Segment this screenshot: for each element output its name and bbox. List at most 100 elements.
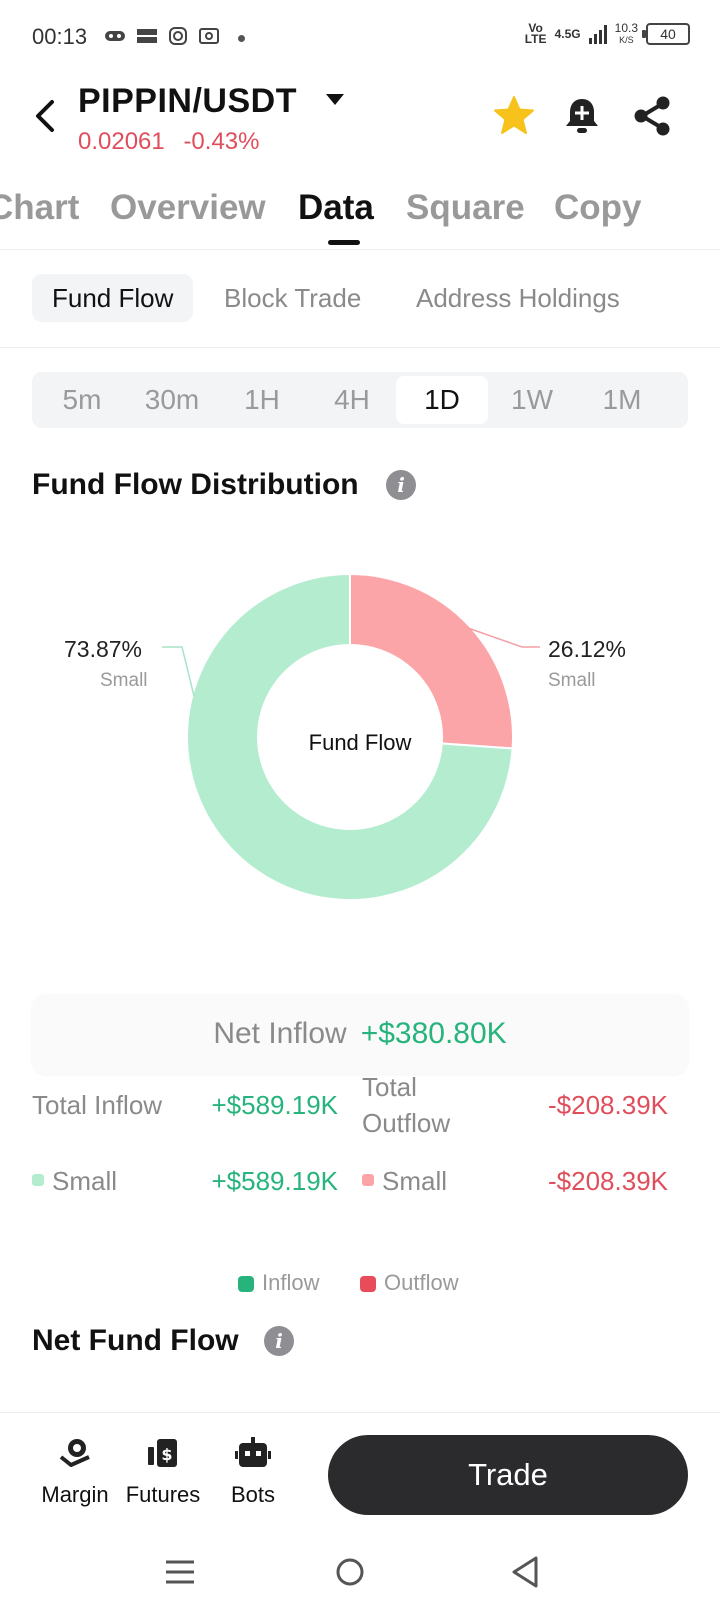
data-subtabs: Fund Flow Block Trade Address Holdings <box>0 274 720 348</box>
small-outflow-label: Small <box>382 1166 448 1196</box>
total-outflow-value: -$208.39K <box>548 1090 668 1120</box>
price-alert-bell-icon[interactable] <box>560 94 604 138</box>
donut-center-label: Fund Flow <box>308 730 412 755</box>
total-outflow-label-line2: Outflow <box>362 1108 451 1138</box>
margin-button[interactable]: Margin <box>30 1435 120 1508</box>
pair-title[interactable]: PIPPIN/USDT <box>78 82 297 120</box>
fund-flow-donut-chart: Fund Flow 73.87% Small 26.12% Small <box>0 560 720 940</box>
svg-text:$: $ <box>161 1445 172 1464</box>
margin-icon <box>59 1439 90 1467</box>
subtab-address-holdings[interactable]: Address Holdings <box>416 283 620 313</box>
leader-line-inflow <box>162 646 195 697</box>
status-bar: 00:13 Vo LTE 4.5G 10.3 K/S 40 <box>0 0 720 72</box>
donut-slice-outflow <box>349 572 514 750</box>
net-fund-flow-title: Net Fund Flow <box>32 1324 239 1357</box>
system-navigation-bar <box>0 1530 720 1612</box>
active-tab-indicator <box>328 240 360 245</box>
network-speed: 10.3 K/S <box>615 22 638 46</box>
right-slice-label: Small <box>548 670 596 691</box>
info-icon[interactable]: i <box>386 470 416 500</box>
donut-svg <box>162 572 540 901</box>
total-inflow-value: +$589.19K <box>211 1090 338 1120</box>
interval-30m[interactable]: 30m <box>144 384 200 415</box>
back-nav-button[interactable] <box>504 1550 548 1594</box>
legend-outflow-label: Outflow <box>384 1270 459 1295</box>
tab-data[interactable]: Data <box>298 188 374 227</box>
speed-value: 10.3 <box>614 21 638 35</box>
back-button[interactable] <box>30 96 60 136</box>
notification-icons <box>104 26 245 51</box>
tab-overview[interactable]: Overview <box>110 188 266 227</box>
favorite-star-icon[interactable] <box>492 94 536 138</box>
price-change: -0.43% <box>183 128 260 155</box>
interval-4h[interactable]: 4H <box>334 384 370 415</box>
net-fund-flow-info-icon[interactable]: i <box>264 1326 294 1356</box>
distribution-title: Fund Flow Distribution <box>32 468 359 501</box>
legend-outflow-swatch <box>360 1276 376 1292</box>
photo-icon <box>198 27 220 50</box>
signal-icon <box>588 24 607 44</box>
legend-inflow-label: Inflow <box>262 1270 320 1295</box>
speed-unit: K/S <box>619 35 634 45</box>
caret-down-icon[interactable] <box>326 94 344 105</box>
bot-icon <box>235 1437 271 1467</box>
instagram-icon <box>168 26 188 51</box>
small-outflow-dot <box>362 1174 374 1186</box>
small-inflow-dot <box>32 1174 44 1186</box>
interval-1w[interactable]: 1W <box>511 384 553 415</box>
main-tabs: Chart Overview Data Square Copy <box>0 182 720 250</box>
bots-button[interactable]: Bots <box>208 1435 298 1508</box>
left-slice-label: Small <box>100 670 148 691</box>
share-icon[interactable] <box>630 94 674 138</box>
tab-square[interactable]: Square <box>406 188 525 227</box>
total-outflow-label-line1: Total <box>362 1072 417 1102</box>
interval-selector: 5m 30m 1H 4H 1D 1W 1M <box>32 372 688 428</box>
recent-apps-button[interactable] <box>158 1550 202 1594</box>
subtab-block-trade[interactable]: Block Trade <box>224 283 362 313</box>
donut-slice-inflow <box>186 572 514 901</box>
left-slice-percent: 73.87% <box>64 636 143 662</box>
legend-inflow-swatch <box>238 1276 254 1292</box>
tab-chart[interactable]: Chart <box>0 188 80 227</box>
home-button[interactable] <box>328 1550 372 1594</box>
interval-1m[interactable]: 1M <box>602 384 642 415</box>
bots-label: Bots <box>230 1482 276 1507</box>
network-type: 4.5G <box>554 27 581 41</box>
home-circle-icon <box>336 1558 364 1586</box>
net-inflow-box: Net Inflow +$380.80K <box>32 994 688 1074</box>
temu-icon <box>136 27 158 50</box>
system-indicators: Vo LTE 4.5G 10.3 K/S 40 <box>525 22 690 46</box>
interval-5m[interactable]: 5m <box>62 384 102 415</box>
total-inflow-label: Total Inflow <box>32 1090 163 1120</box>
leader-line-outflow <box>467 627 540 648</box>
game-icon <box>104 28 126 49</box>
trade-button[interactable]: Trade <box>328 1435 688 1515</box>
right-slice-percent: 26.12% <box>548 636 627 662</box>
tab-copy[interactable]: Copy <box>554 188 642 227</box>
battery-icon: 40 <box>642 23 690 45</box>
futures-label: Futures <box>125 1482 201 1507</box>
futures-button[interactable]: $ Futures <box>118 1435 208 1508</box>
battery-level: 40 <box>660 26 676 42</box>
status-time: 00:13 <box>32 24 88 49</box>
volte-indicator: Vo LTE <box>524 21 547 46</box>
pair-header: PIPPIN/USDT 0.02061 -0.43% <box>0 72 720 172</box>
margin-label: Margin <box>41 1482 109 1507</box>
menu-icon <box>166 1560 194 1584</box>
small-outflow-value: -$208.39K <box>548 1166 668 1196</box>
net-inflow-value: +$380.80K <box>360 1017 507 1050</box>
futures-icon: $ <box>148 1439 177 1467</box>
interval-1d[interactable]: 1D <box>396 376 488 424</box>
chevron-left-icon <box>36 100 54 132</box>
legend-outflow: Outflow <box>360 1270 459 1296</box>
legend-inflow: Inflow <box>238 1270 319 1296</box>
interval-1h[interactable]: 1H <box>244 384 280 415</box>
bottom-action-bar: Margin $ Futures Bots Trade <box>0 1412 720 1530</box>
notification-dot-icon <box>238 35 245 42</box>
small-inflow-value: +$589.19K <box>211 1166 338 1196</box>
subtab-fund-flow[interactable]: Fund Flow <box>32 274 194 322</box>
last-price: 0.02061 <box>78 128 165 155</box>
small-inflow-label: Small <box>52 1166 118 1196</box>
price-line: 0.02061 -0.43% <box>78 128 259 156</box>
back-triangle-icon <box>512 1556 538 1588</box>
